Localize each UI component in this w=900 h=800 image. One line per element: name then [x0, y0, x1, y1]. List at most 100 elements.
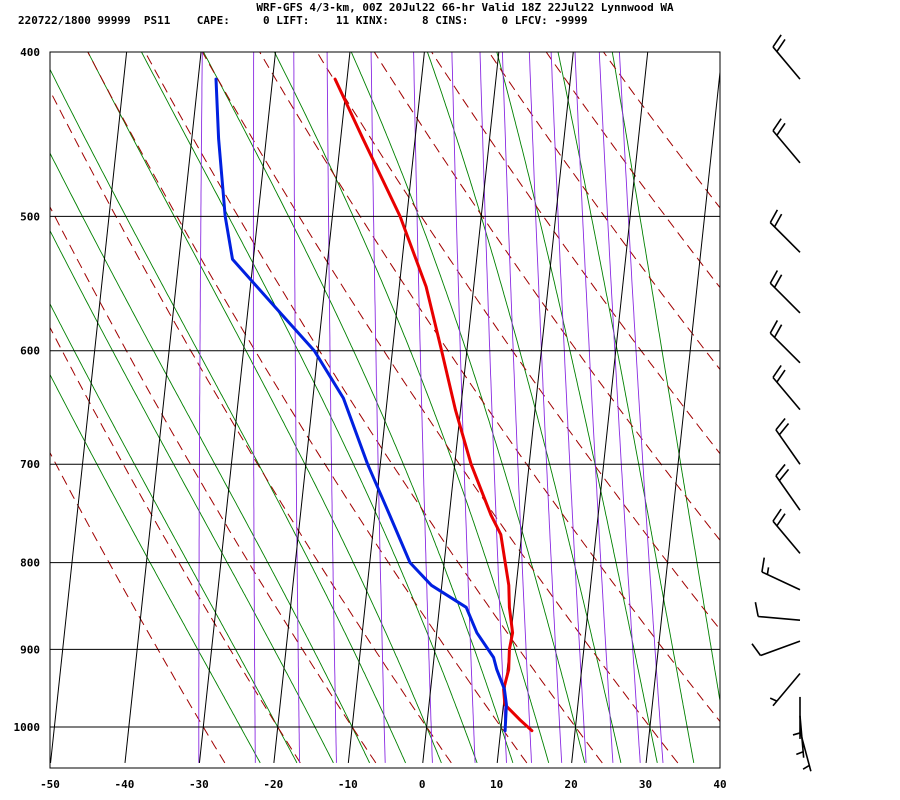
- mixing-ratio-line: [528, 52, 563, 763]
- wind-barb: [772, 508, 801, 554]
- y-tick-labels: 400 500 600 700 800 900 1000: [14, 46, 41, 734]
- wind-barb: [769, 320, 801, 364]
- mixing-ratio-line: [293, 52, 301, 763]
- barb-feather: [775, 418, 786, 431]
- dry-adiabat: [50, 326, 301, 764]
- isotherm: [571, 52, 649, 763]
- moist-adiabat: [273, 52, 550, 764]
- y-tick-label: 800: [20, 557, 40, 570]
- barb-feather: [754, 602, 759, 617]
- barb-feather: [778, 468, 790, 482]
- wind-barb: [769, 673, 801, 707]
- isotherm: [198, 52, 277, 763]
- dry-adiabat: [316, 52, 720, 631]
- moist-adiabat: [202, 52, 514, 764]
- dry-adiabat: [488, 52, 720, 371]
- mixing-ratio-line: [413, 52, 433, 763]
- x-tick-label: 10: [490, 778, 503, 791]
- isotherm: [721, 14, 801, 763]
- dewpoint-line: [214, 77, 508, 733]
- wind-barb: [799, 730, 812, 772]
- x-tick-label: -40: [115, 778, 135, 791]
- x-tick-label: -30: [189, 778, 209, 791]
- barb-feather: [773, 274, 783, 288]
- chart-title: WRF-GFS 4/3-km, 00Z 20Jul22 66-hr Valid …: [256, 1, 674, 14]
- mixing-ratio-line: [198, 52, 203, 763]
- temperature-line: [333, 77, 534, 733]
- wind-barb: [769, 209, 801, 253]
- barb-feather: [772, 508, 782, 522]
- barb-feather: [769, 270, 779, 284]
- isotherm: [50, 52, 128, 763]
- moist-adiabat: [496, 52, 658, 763]
- dry-adiabat: [50, 205, 377, 764]
- dry-adiabat: [602, 52, 720, 209]
- dry-adiabat: [545, 52, 720, 289]
- y-tick-label: 1000: [14, 721, 41, 734]
- barb-feather: [776, 122, 786, 136]
- barb-staff: [799, 730, 812, 772]
- dry-adiabat: [373, 52, 720, 542]
- barb-feather: [776, 39, 786, 52]
- isotherm: [124, 52, 202, 763]
- mixing-ratio-line: [451, 52, 476, 763]
- moist-adiabat: [50, 303, 298, 764]
- y-tick-label: 600: [20, 345, 40, 358]
- barb-staff: [772, 376, 801, 411]
- wind-barb: [754, 602, 801, 621]
- barb-staff: [772, 520, 801, 554]
- wind-barb: [751, 640, 801, 657]
- y-tick-label: 900: [20, 643, 40, 656]
- isotherm: [273, 52, 351, 763]
- barb-feather: [761, 557, 766, 573]
- barb-staff: [761, 571, 801, 591]
- wind-barb: [792, 696, 801, 739]
- barb-staff: [775, 429, 801, 465]
- barb-half-feather: [802, 764, 810, 770]
- barb-staff: [760, 640, 801, 657]
- wind-barb: [769, 270, 801, 314]
- y-tick-label: 500: [20, 210, 40, 223]
- dry-adiabat: [87, 52, 528, 764]
- wind-barbs: [751, 34, 812, 772]
- barb-feather: [769, 209, 779, 224]
- barb-feather: [772, 364, 782, 378]
- barb-staff: [772, 46, 801, 80]
- barb-feather: [775, 463, 786, 477]
- barb-feather: [778, 422, 790, 436]
- wind-barb: [772, 364, 801, 411]
- barb-half-feather: [769, 697, 778, 702]
- barb-staff: [769, 282, 801, 314]
- mixing-ratio-line: [618, 52, 664, 763]
- wind-barb: [772, 34, 801, 80]
- barb-feather: [773, 213, 783, 228]
- mixing-ratio-line: [252, 52, 256, 763]
- mixing-ratio-line: [326, 52, 337, 763]
- barb-staff: [758, 615, 801, 621]
- isotherm: [422, 52, 500, 763]
- barb-staff: [772, 130, 801, 164]
- barb-feather: [776, 513, 786, 527]
- barb-feather: [773, 324, 783, 338]
- barb-half-feather: [792, 732, 801, 736]
- chart-grid: [50, 14, 801, 763]
- isotherm: [347, 52, 425, 763]
- barb-staff: [772, 673, 801, 707]
- barb-staff: [769, 222, 801, 253]
- plot-frame: [49, 51, 721, 769]
- x-tick-label: -10: [338, 778, 358, 791]
- moist-adiabat: [350, 52, 586, 763]
- mixing-ratio-line: [479, 52, 507, 763]
- wind-barb: [775, 463, 801, 511]
- barb-feather: [776, 369, 786, 383]
- isotherm: [645, 67, 720, 763]
- dry-adiabat: [50, 89, 452, 764]
- sounding-profiles: [214, 77, 534, 733]
- station-indices-line: 220722/1800 99999 PS11 CAPE: 0 LIFT: 11 …: [18, 14, 588, 27]
- moist-adiabat: [50, 373, 261, 764]
- wind-barb: [761, 557, 801, 591]
- barb-feather: [769, 320, 779, 334]
- mixing-ratio-line: [501, 52, 532, 763]
- barb-staff: [769, 332, 801, 364]
